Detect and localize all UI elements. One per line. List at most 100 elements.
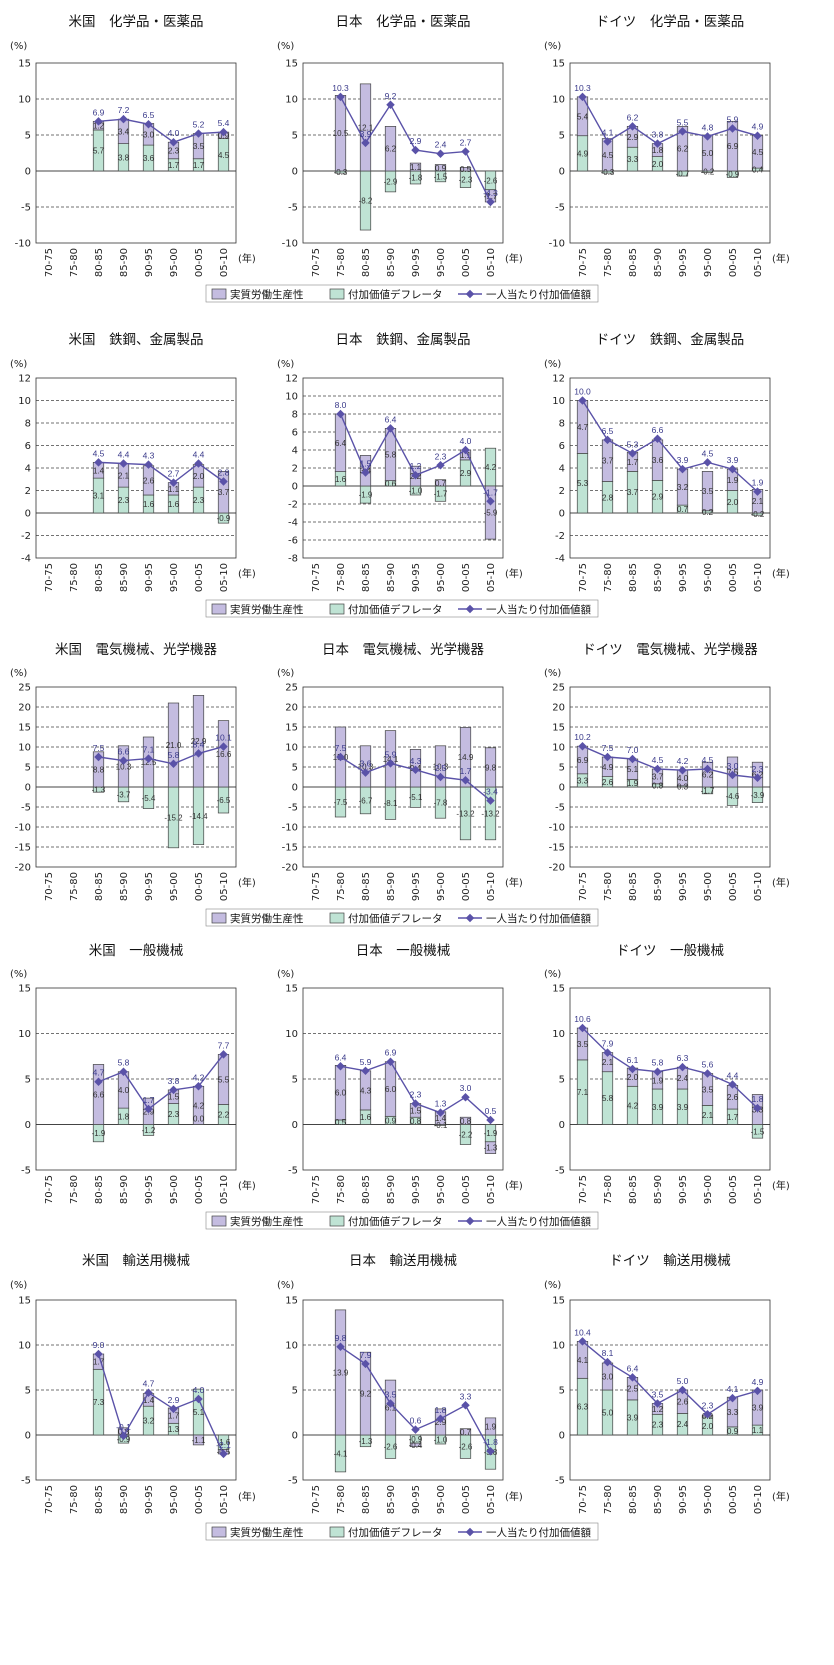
x-unit-label: (年) xyxy=(238,567,256,580)
deflator-label: 4.9 xyxy=(577,149,589,158)
legend-deflator-label: 付加価値デフレータ xyxy=(348,912,443,925)
labor-label: 3.7 xyxy=(602,457,614,466)
y-tick-label: 4 xyxy=(25,464,31,475)
line-point xyxy=(653,1399,662,1408)
y-tick-label: 10 xyxy=(285,1029,298,1040)
line-point xyxy=(361,468,370,477)
y-tick-label: 15 xyxy=(285,984,298,995)
y-tick-label: 5 xyxy=(25,1075,31,1086)
legend-deflator-label: 付加価値デフレータ xyxy=(348,603,443,616)
deflator-label: -1.3 xyxy=(359,1437,373,1446)
labor-label: 1.7 xyxy=(627,458,639,467)
line-label: 4.2 xyxy=(193,1072,205,1082)
line-label: 1.7 xyxy=(143,1095,155,1105)
legend-line-marker xyxy=(465,289,475,299)
x-tick-label: 85-90 xyxy=(386,872,397,901)
line-label: -0.1 xyxy=(116,1422,131,1432)
line-point xyxy=(578,1023,587,1033)
x-tick-label: 80-85 xyxy=(94,1485,105,1514)
labor-label: 1.4 xyxy=(435,1114,447,1123)
per-capita-line xyxy=(582,1027,758,1109)
y-tick-label: 0 xyxy=(292,167,298,178)
line-label: 10.1 xyxy=(215,733,232,743)
y-tick-label: 25 xyxy=(552,683,565,694)
line-point xyxy=(219,127,228,137)
line-label: 5.3 xyxy=(627,439,639,449)
x-tick-label: 90-95 xyxy=(411,563,422,592)
deflator-label: 0.5 xyxy=(335,1118,347,1127)
deflator-label: 4.2 xyxy=(485,463,497,472)
labor-bar xyxy=(409,162,422,172)
legend-box xyxy=(205,1211,599,1230)
y-tick-label: 10 xyxy=(18,95,31,106)
line-label: 5.6 xyxy=(702,1060,714,1070)
line-label: 10.0 xyxy=(574,387,591,397)
line-label: 5.8 xyxy=(168,750,180,760)
line-label: 10.6 xyxy=(574,1014,591,1024)
y-tick-label: -20 xyxy=(282,863,298,874)
deflator-label: -2.9 xyxy=(384,177,398,186)
line-point xyxy=(578,396,587,405)
y-unit-label: (%) xyxy=(10,1280,27,1291)
per-capita-line xyxy=(581,400,758,493)
line-point xyxy=(753,1103,762,1113)
deflator-label: -1.0 xyxy=(434,1436,448,1445)
x-tick-label: 85-90 xyxy=(119,872,130,901)
labor-bar xyxy=(92,751,105,788)
line-label: 4.4 xyxy=(193,450,205,460)
deflator-label: -0.3 xyxy=(334,168,348,177)
labor-bar xyxy=(409,1442,422,1448)
line-label: 2.7 xyxy=(460,138,472,148)
x-tick-label: 80-85 xyxy=(94,872,105,901)
y-tick-label: 5 xyxy=(559,131,565,142)
line-label: -4.3 xyxy=(483,188,498,198)
legend-line-label: 一人当たり付加価値額 xyxy=(486,912,591,925)
labor-bar xyxy=(484,485,497,540)
deflator-label: -2.6 xyxy=(484,176,498,185)
x-tick-label: 85-90 xyxy=(119,1485,130,1514)
plot-frame xyxy=(35,987,237,1171)
labor-bar xyxy=(384,730,397,788)
deflator-label: 3.2 xyxy=(143,1417,155,1426)
legend-labor-swatch xyxy=(211,1215,227,1227)
deflator-label: 6.3 xyxy=(577,1403,589,1412)
labor-bar xyxy=(701,471,714,512)
y-unit-label: (%) xyxy=(10,969,27,980)
x-tick-label: 70-75 xyxy=(44,248,55,277)
line-label: 2.8 xyxy=(218,468,230,478)
line-label: 3.8 xyxy=(168,1076,180,1086)
labor-label: 9.2 xyxy=(360,1390,372,1399)
y-tick-label: 0 xyxy=(292,1120,298,1131)
x-tick-label: 05-10 xyxy=(753,248,764,277)
line-point xyxy=(386,424,395,433)
plot-frame xyxy=(569,987,771,1171)
line-point xyxy=(628,1064,637,1074)
y-tick-label: 0 xyxy=(559,167,565,178)
line-label: 0.6 xyxy=(410,1416,422,1426)
x-tick-label: 05-10 xyxy=(753,1485,764,1514)
labor-label: 1.5 xyxy=(168,1093,180,1102)
chart-panel: ドイツ 輸送用機械 (%) -5 0 5 10 15 70-75 6.3 4.1 75-80 5.0 3… xyxy=(544,1253,790,1514)
labor-bar xyxy=(359,745,372,788)
legend-deflator-label: 付加価値デフレータ xyxy=(348,288,443,301)
line-point xyxy=(486,1115,495,1125)
y-tick-label: 0 xyxy=(292,1431,298,1442)
deflator-label: 1.8 xyxy=(118,1112,130,1121)
y-tick-label: 5 xyxy=(559,1386,565,1397)
x-tick-label: 00-05 xyxy=(728,1175,739,1204)
labor-label: 5.0 xyxy=(702,149,714,158)
line-label: 5.9 xyxy=(360,1057,372,1067)
line-label: 3.9 xyxy=(727,455,739,465)
x-unit-label: (年) xyxy=(238,1179,256,1192)
chart-title: ドイツ 輸送用機械 xyxy=(609,1253,731,1269)
deflator-label: 2.3 xyxy=(652,1421,664,1430)
deflator-label: 1.7 xyxy=(727,1113,739,1122)
line-point xyxy=(653,1067,662,1076)
x-tick-label: 75-80 xyxy=(69,248,80,277)
line-label: 7.0 xyxy=(627,745,639,755)
y-tick-label: 0 xyxy=(25,1431,31,1442)
x-tick-label: 85-90 xyxy=(119,1175,130,1204)
labor-bar xyxy=(701,761,714,788)
y-tick-label: -5 xyxy=(21,803,31,814)
x-tick-label: 95-00 xyxy=(436,872,447,901)
